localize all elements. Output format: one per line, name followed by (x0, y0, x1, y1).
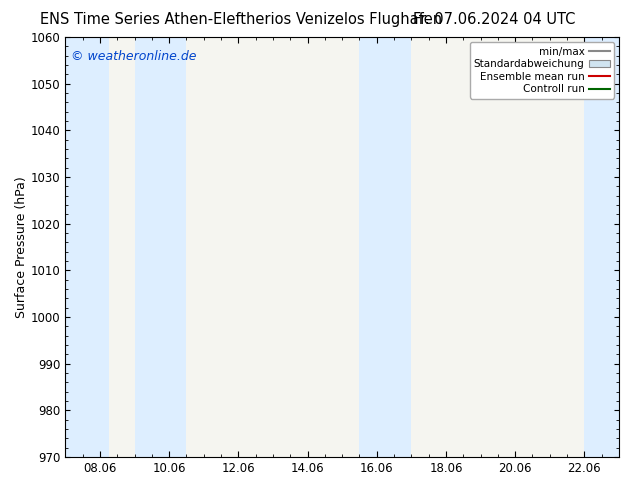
Bar (359, 37, 411, 457)
Y-axis label: Surface Pressure (hPa): Surface Pressure (hPa) (15, 176, 28, 318)
Bar (585, 37, 628, 457)
Legend: min/max, Standardabweichung, Ensemble mean run, Controll run: min/max, Standardabweichung, Ensemble me… (470, 42, 614, 98)
Bar (134, 37, 186, 457)
Bar (56, 37, 108, 457)
Text: Fr. 07.06.2024 04 UTC: Fr. 07.06.2024 04 UTC (413, 12, 576, 27)
Text: © weatheronline.de: © weatheronline.de (71, 50, 197, 63)
Text: ENS Time Series Athen-Eleftherios Venizelos Flughafen: ENS Time Series Athen-Eleftherios Venize… (40, 12, 442, 27)
